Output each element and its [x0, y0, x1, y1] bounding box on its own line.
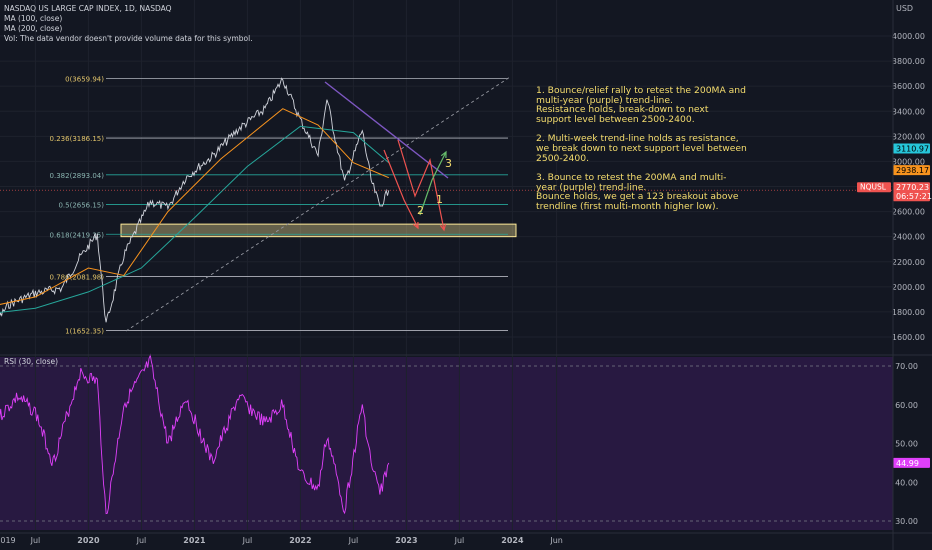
time-tick-label: Jul: [30, 536, 41, 545]
rsi-band: [0, 357, 893, 530]
rsi-series: [0, 353, 390, 515]
analysis-note: 1. Bounce/relief rally to retest the 200…: [536, 86, 751, 222]
time-tick-label: 2023: [395, 536, 417, 545]
price-tick-label: 2200.00: [892, 258, 925, 267]
badge-text: 2770.23: [896, 183, 929, 192]
rsi-tick-label: 60.00: [895, 401, 918, 410]
fib-level-label: 0.786(2081.98): [50, 274, 105, 282]
badge-bg: [893, 182, 930, 193]
scenario-3-marker: 3: [445, 157, 452, 170]
scenario-2-arrow: [383, 149, 419, 230]
symbol-title: NASDAQ US LARGE CAP INDEX, 1D, NASDAQ: [4, 4, 172, 13]
price-tick-label: 2600.00: [892, 208, 925, 217]
time-tick-label: Jul: [242, 536, 253, 545]
time-tick-label: 2020: [77, 536, 100, 545]
price-tick-label: 2000.00: [892, 283, 925, 292]
time-tick-label: 019: [0, 536, 15, 545]
purple-trendline: [324, 81, 449, 179]
ma100-legend: MA (100, close): [4, 14, 63, 23]
rsi-tick-label: 50.00: [895, 440, 918, 449]
rsi-tick-label: 70.00: [895, 362, 918, 371]
note-point-1: 1. Bounce/relief rally to retest the 200…: [536, 85, 746, 125]
price-tick-label: 1600.00: [892, 333, 925, 342]
rsi-tick-label: 40.00: [895, 478, 918, 487]
badge-bg: [893, 165, 930, 176]
scenario-1-marker: 1: [436, 193, 443, 206]
note-point-3: 3. Bounce to retest the 200MA and multi-…: [536, 172, 739, 212]
price-tick-label: 3400.00: [892, 107, 925, 116]
badge-text: 44.99: [896, 459, 919, 468]
rsi-last-badge: 44.99: [893, 457, 930, 468]
scenario-path: [419, 151, 447, 216]
countdown-badge: 06:57:21: [893, 191, 932, 202]
badge-bg: [857, 182, 891, 193]
ma100-price-badge: 2938.17: [893, 165, 930, 176]
scenario-3-arrow: [419, 150, 447, 216]
badge-bg: [893, 143, 930, 154]
badge-text: 2938.17: [896, 166, 929, 175]
currency-label: USD: [896, 4, 913, 13]
fib-level-label: 0(3659.94): [65, 76, 104, 84]
price-tick-label: 3600.00: [892, 82, 925, 91]
scenario-path: [383, 149, 419, 229]
price-tick-label: 2400.00: [892, 233, 925, 242]
arrow-head: [439, 224, 447, 232]
symbol-badge: NQUSL: [857, 182, 891, 193]
time-tick-label: Jul: [454, 536, 465, 545]
last-price-badge: 2770.23: [893, 182, 930, 193]
volume-note: Vol: The data vendor doesn't provide vol…: [4, 34, 253, 43]
scenario-1-arrow: [397, 139, 447, 232]
price-tick-label: 1800.00: [892, 308, 925, 317]
long-term-trendline: [125, 76, 511, 332]
ma100-line: [0, 108, 389, 305]
price-tick-label: 3200.00: [892, 132, 925, 141]
badge-bg: [893, 191, 930, 202]
rsi-tick-label: 30.00: [895, 517, 918, 526]
time-tick-label: Jul: [136, 536, 147, 545]
price-tick-label: 3000.00: [892, 157, 925, 166]
price-tick-label: 4000.00: [892, 32, 925, 41]
time-tick-label: 2022: [289, 536, 311, 545]
fib-level-label: 0.618(2419.25): [50, 231, 105, 239]
price-tick-label: 3800.00: [892, 57, 925, 66]
support-zone: [120, 223, 517, 238]
fib-level-label: 0.236(3186.15): [50, 135, 105, 143]
time-tick-label: Jul: [348, 536, 359, 545]
badge-bg: [893, 457, 930, 468]
ma200-price-badge: 3110.97: [893, 143, 930, 154]
scenario-path: [397, 139, 445, 231]
rsi-label: RSI (30, close): [4, 357, 58, 366]
time-tick-label: 2021: [183, 536, 206, 545]
note-point-2: 2. Multi-week trend-line holds as resist…: [536, 133, 747, 164]
fib-level-label: 0.382(2893.04): [50, 172, 105, 180]
ma200-legend: MA (200, close): [4, 24, 63, 33]
fib-level-label: 0.5(2656.15): [58, 202, 104, 210]
badge-text: 06:57:21: [896, 192, 932, 201]
badge-text: NQUSL: [860, 183, 887, 192]
ma200-line: [0, 125, 390, 313]
arrow-head: [412, 221, 419, 230]
arrow-head: [440, 150, 447, 159]
time-tick-label: Jun: [549, 536, 563, 545]
scenario-2-marker: 2: [417, 204, 424, 217]
time-tick-label: 2024: [501, 536, 524, 545]
fib-level-label: 1(1652.35): [65, 327, 104, 335]
badge-text: 3110.97: [896, 144, 929, 153]
price-series: [0, 77, 390, 323]
chart-legend: NASDAQ US LARGE CAP INDEX, 1D, NASDAQ MA…: [4, 4, 253, 44]
